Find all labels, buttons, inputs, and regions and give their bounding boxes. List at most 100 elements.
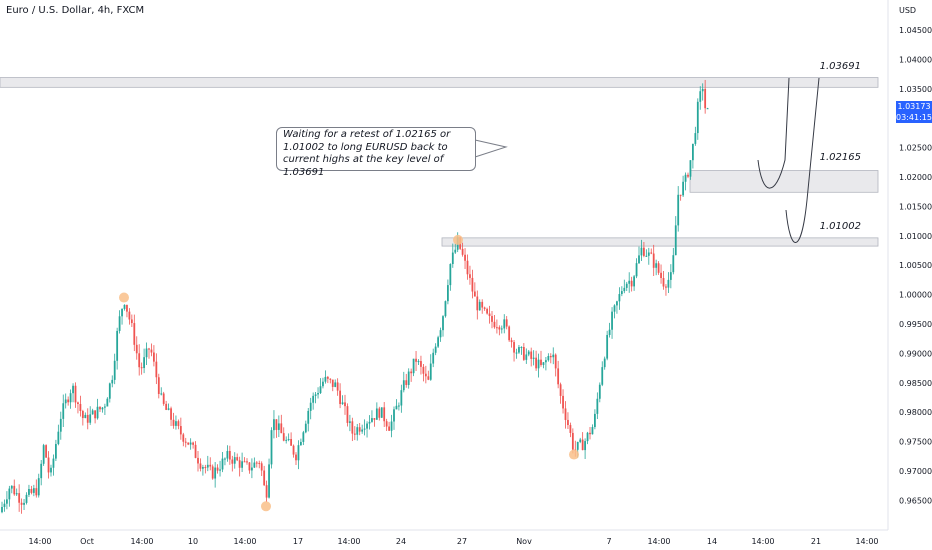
trade-note[interactable]: Waiting for a retest of 1.02165 or 1.010… [276, 127, 476, 178]
candle [282, 427, 285, 442]
candle [28, 484, 30, 498]
candle [388, 421, 390, 432]
candle [527, 349, 530, 357]
candle-body [91, 410, 94, 415]
candle [701, 83, 704, 101]
candle-body [148, 348, 150, 350]
candle [522, 343, 525, 361]
candle [265, 480, 268, 502]
candle [35, 479, 38, 498]
candle [434, 343, 437, 356]
candle [99, 406, 101, 412]
time-tick-label: 14:00 [855, 537, 878, 546]
candle [287, 433, 290, 442]
candle-body [128, 311, 131, 320]
candle [525, 348, 528, 364]
candle-body [62, 403, 65, 419]
candle [238, 456, 241, 477]
candle-body [601, 367, 604, 385]
candle-body [37, 478, 40, 496]
candle-body [118, 316, 121, 331]
candle-body [478, 301, 481, 311]
candle-body [353, 433, 356, 435]
candle [564, 401, 567, 429]
candle-body [567, 419, 569, 426]
candle [373, 417, 376, 427]
swing-marker [453, 234, 463, 245]
candle-body [64, 399, 67, 404]
candle [407, 368, 410, 389]
candle-body [356, 427, 359, 435]
candle-body [402, 380, 405, 391]
candle-body [292, 445, 295, 455]
candle-body [488, 313, 491, 317]
candle [108, 382, 111, 403]
candle-body [383, 407, 386, 422]
candle-body [133, 323, 136, 345]
candle [37, 473, 40, 498]
candle-body [336, 382, 339, 391]
candle [493, 314, 496, 329]
candle [25, 492, 28, 505]
candle [20, 498, 23, 514]
candle-body [179, 426, 182, 435]
candle-body [138, 353, 141, 368]
candle-body [233, 457, 236, 464]
candle [263, 465, 266, 487]
candle-body [314, 394, 317, 396]
candle-body [611, 311, 613, 330]
candle [562, 389, 564, 414]
candle-body [385, 421, 388, 427]
candle-body [373, 418, 376, 420]
candle-body [466, 260, 469, 275]
candle-body [422, 366, 425, 374]
swing-marker [569, 449, 579, 460]
candle-body [620, 291, 623, 295]
price-tick-label: 0.98500 [899, 379, 932, 388]
candle-body [101, 407, 104, 410]
candle [106, 397, 109, 407]
candle-body [569, 425, 572, 433]
candle-body [420, 361, 422, 367]
candle-body [427, 376, 430, 380]
candle [47, 451, 50, 479]
candle [206, 455, 209, 472]
candle-body [672, 255, 675, 273]
candle-body [547, 355, 550, 361]
candle [69, 389, 72, 409]
candle-body [329, 378, 332, 380]
candle-body [197, 457, 199, 464]
candle [62, 394, 65, 427]
candle [471, 269, 474, 299]
candle-body [344, 402, 346, 407]
candle-body [145, 348, 148, 358]
candle [503, 314, 506, 334]
candle [429, 354, 432, 381]
candle [665, 284, 667, 296]
candle [679, 194, 682, 201]
candle [422, 364, 425, 382]
time-tick-label: 21 [811, 537, 821, 546]
candle-body [326, 376, 329, 379]
candle [91, 408, 94, 415]
price-tick-label: 1.02000 [899, 173, 932, 182]
candle-body [542, 362, 545, 365]
candle [50, 464, 52, 477]
candle-body [79, 403, 82, 412]
candle-body [682, 181, 684, 196]
candle-body [50, 467, 52, 473]
candle-body [121, 308, 123, 317]
candle-body [184, 441, 187, 443]
candle-body [491, 316, 493, 322]
candle-body [162, 393, 165, 404]
candle [304, 420, 307, 434]
candle-body [3, 503, 6, 507]
candle [123, 304, 126, 311]
candle-body [42, 445, 45, 464]
candle [383, 402, 386, 427]
candle [623, 279, 626, 294]
candle-body [20, 502, 23, 505]
candle-body [324, 376, 327, 382]
candle-body [557, 368, 560, 385]
